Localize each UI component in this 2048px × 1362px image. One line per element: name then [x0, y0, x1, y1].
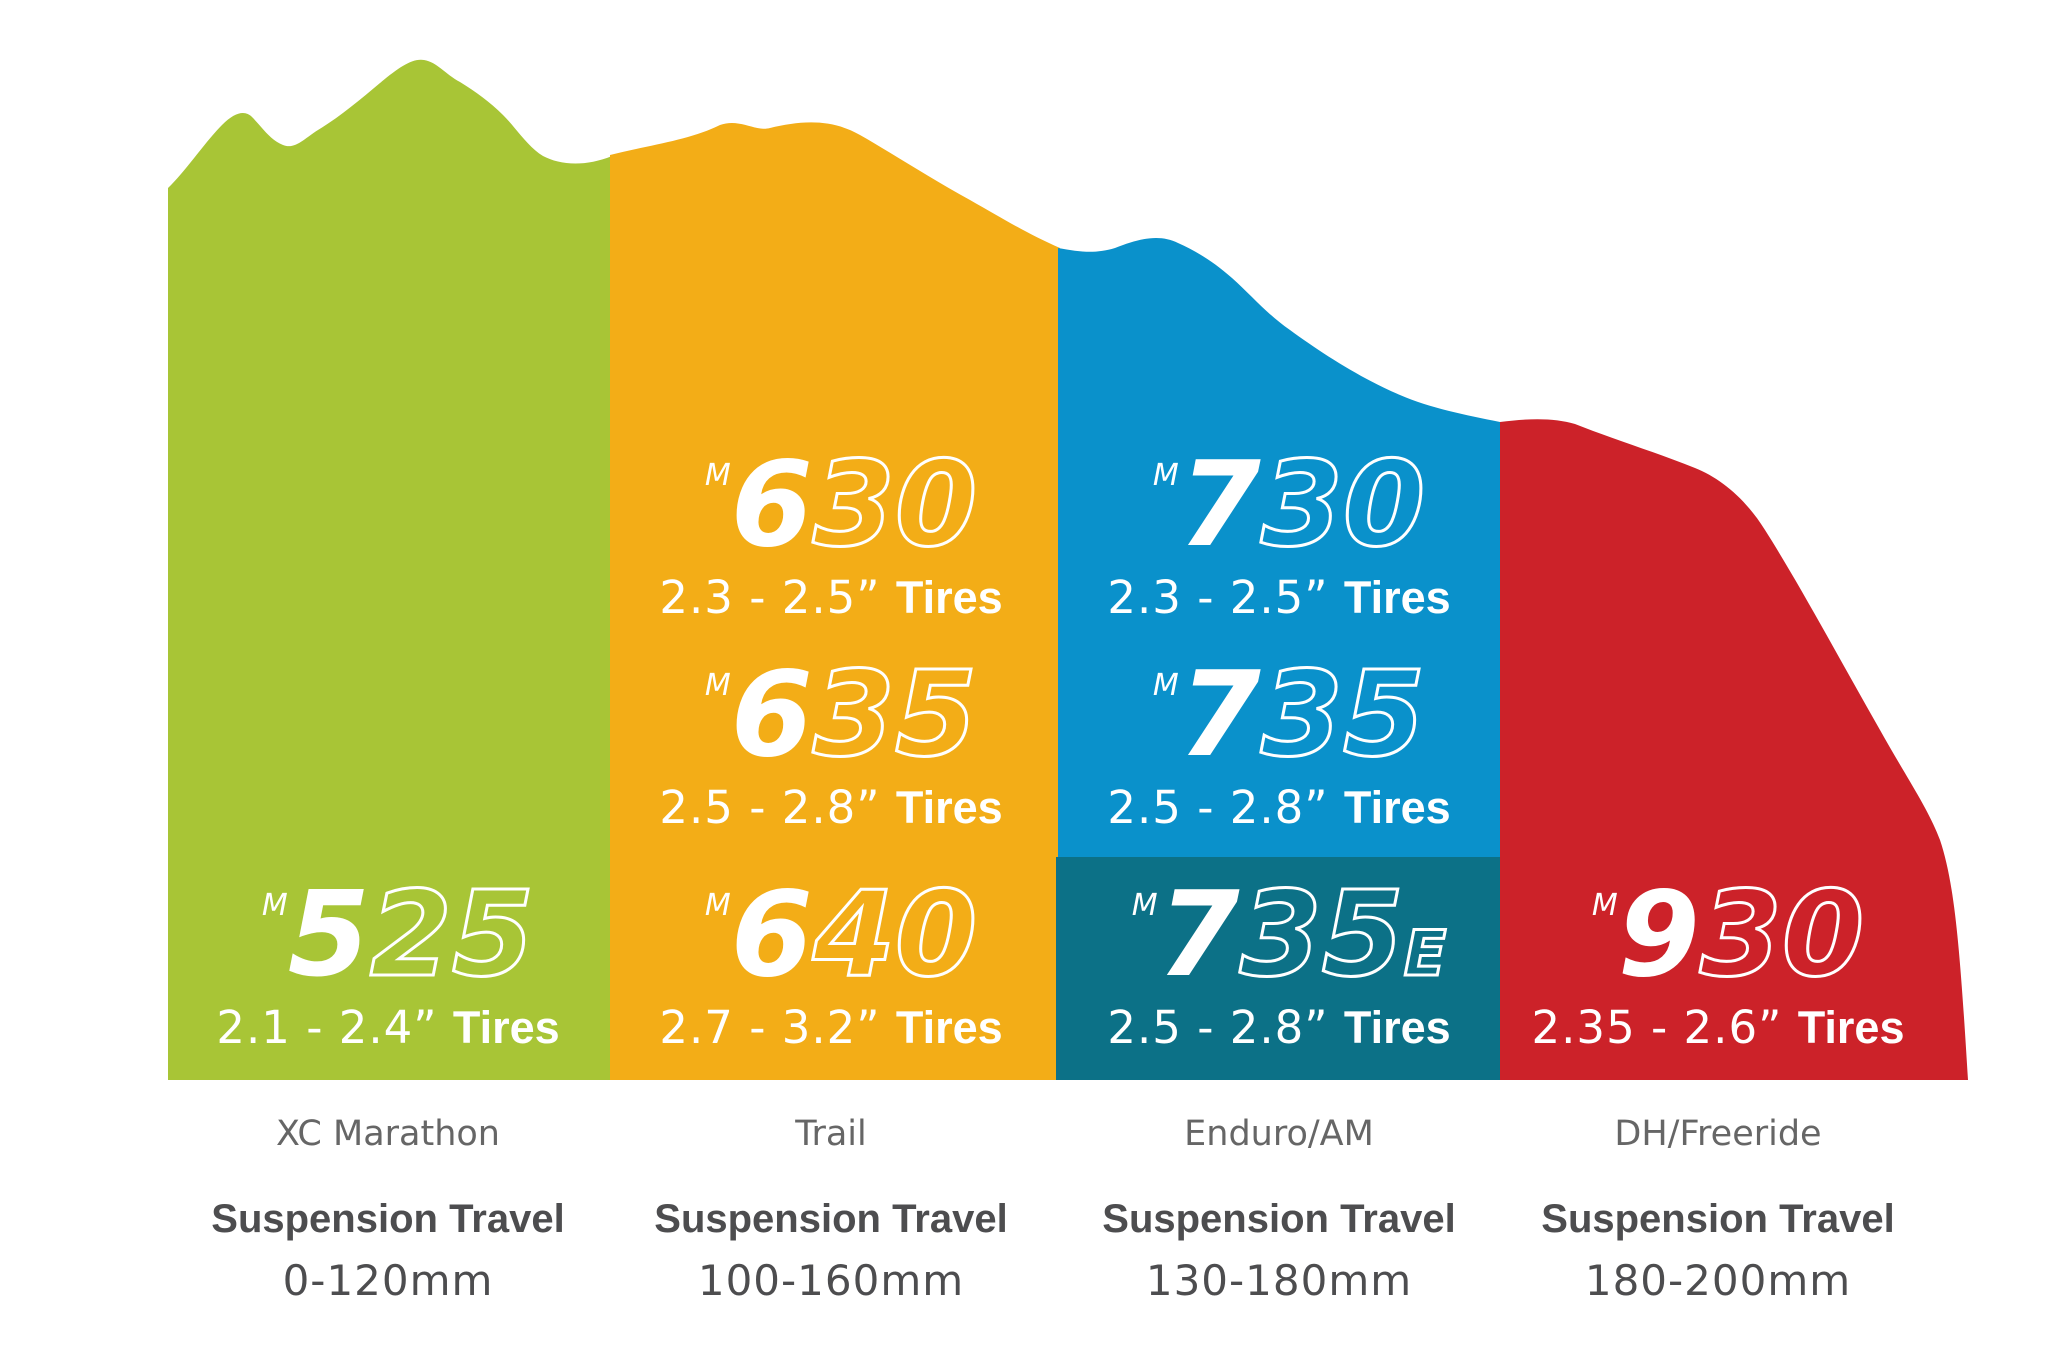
- model-name: M640: [705, 865, 977, 1003]
- model-rest-digits: 25: [370, 865, 534, 1003]
- model-prefix: M: [705, 668, 731, 703]
- xc-marathon-segment: [168, 59, 612, 1081]
- model-main-digit: 7: [1179, 645, 1261, 783]
- tire-range: 2.7 - 3.2”: [659, 1001, 896, 1054]
- tire-range: 2.5 - 2.8”: [1107, 781, 1344, 834]
- tires-word: Tires: [1344, 782, 1451, 833]
- tires-word: Tires: [1344, 1002, 1451, 1053]
- model-main-digit: 5: [288, 865, 370, 1003]
- tire-range: 2.3 - 2.5”: [1107, 571, 1344, 624]
- tire-range: 2.5 - 2.8”: [659, 781, 896, 834]
- suspension-travel-label: Suspension Travel: [654, 1197, 1007, 1241]
- model-main-digit: 6: [731, 865, 813, 1003]
- model-suffix: E: [1404, 917, 1446, 990]
- enduro-am-segment: [1058, 237, 1500, 859]
- model-prefix: M: [1153, 458, 1179, 493]
- tire-size: 2.3 - 2.5” Tires: [1107, 571, 1450, 624]
- model-main-digit: 7: [1179, 435, 1261, 573]
- suspension-travel-label: Suspension Travel: [1102, 1197, 1455, 1241]
- model-rest-digits: 30: [1261, 435, 1425, 573]
- model-name: M735E: [1132, 865, 1447, 1003]
- suspension-travel-label: Suspension Travel: [211, 1197, 564, 1241]
- tire-size: 2.1 - 2.4” Tires: [216, 1001, 559, 1054]
- dh-freeride-segment: [1500, 419, 1968, 1080]
- model-main-digit: 6: [731, 435, 813, 573]
- suspension-travel-label: Suspension Travel: [1541, 1197, 1894, 1241]
- model-name: M735: [1153, 645, 1425, 783]
- tires-word: Tires: [1798, 1002, 1905, 1053]
- trail-segment: [610, 122, 1060, 1081]
- model-main-digit: 9: [1618, 865, 1700, 1003]
- model-name: M635: [705, 645, 977, 783]
- tires-word: Tires: [896, 1002, 1003, 1053]
- tires-word: Tires: [896, 572, 1003, 623]
- suspension-travel-value: 0-120mm: [283, 1256, 494, 1305]
- model-name: M525: [262, 865, 534, 1003]
- model-prefix: M: [1132, 888, 1158, 923]
- tire-range: 2.35 - 2.6”: [1532, 1001, 1798, 1054]
- model-prefix: M: [262, 888, 288, 923]
- model-main-digit: 7: [1158, 865, 1240, 1003]
- tire-size: 2.5 - 2.8” Tires: [1107, 1001, 1450, 1054]
- model-name: M630: [705, 435, 977, 573]
- tire-size: 2.5 - 2.8” Tires: [659, 781, 1002, 834]
- tire-size: 2.7 - 3.2” Tires: [659, 1001, 1002, 1054]
- tires-word: Tires: [1344, 572, 1451, 623]
- model-prefix: M: [705, 458, 731, 493]
- model-rest-digits: 30: [1700, 865, 1864, 1003]
- model-name: M730: [1153, 435, 1425, 573]
- category-name: Trail: [794, 1114, 867, 1154]
- enduro-e-segment: [1056, 857, 1502, 1080]
- tires-word: Tires: [896, 782, 1003, 833]
- model-main-digit: 6: [731, 645, 813, 783]
- tire-range: 2.3 - 2.5”: [659, 571, 896, 624]
- model-rest-digits: 40: [812, 865, 977, 1003]
- tires-word: Tires: [453, 1002, 560, 1053]
- tire-size: 2.3 - 2.5” Tires: [659, 571, 1002, 624]
- model-prefix: M: [1592, 888, 1618, 923]
- model-prefix: M: [1153, 668, 1179, 703]
- model-prefix: M: [705, 888, 731, 923]
- category-name: DH/Freeride: [1614, 1114, 1821, 1154]
- tire-range: 2.1 - 2.4”: [216, 1001, 453, 1054]
- tire-range: 2.5 - 2.8”: [1107, 1001, 1344, 1054]
- suspension-travel-value: 180-200mm: [1585, 1256, 1851, 1305]
- tire-size: 2.35 - 2.6” Tires: [1532, 1001, 1905, 1054]
- model-rest-digits: 35: [1261, 645, 1425, 783]
- category-name: Enduro/AM: [1184, 1114, 1374, 1154]
- model-rest-digits: 30: [813, 435, 977, 573]
- model-rest-digits: 35: [813, 645, 977, 783]
- suspension-travel-value: 100-160mm: [698, 1256, 964, 1305]
- model-name: M930: [1592, 865, 1864, 1003]
- category-name: XC Marathon: [276, 1114, 500, 1154]
- tire-size: 2.5 - 2.8” Tires: [1107, 781, 1450, 834]
- model-rest-digits: 35: [1240, 865, 1404, 1003]
- suspension-travel-value: 130-180mm: [1146, 1256, 1412, 1305]
